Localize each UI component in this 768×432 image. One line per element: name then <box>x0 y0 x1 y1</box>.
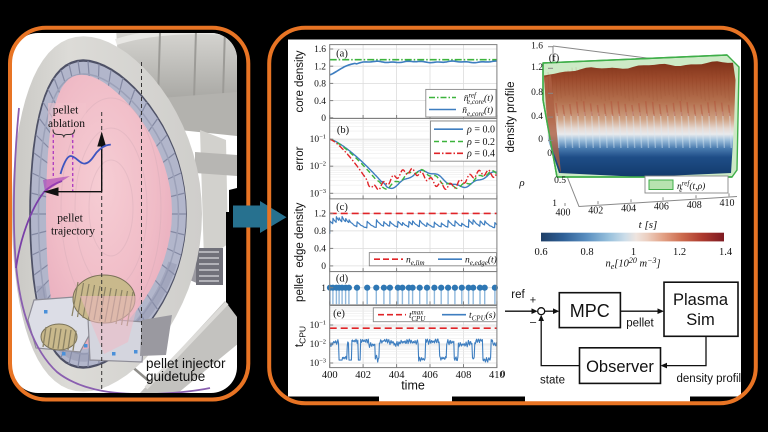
svg-text:10−3: 10−3 <box>310 358 326 370</box>
svg-text:410: 410 <box>720 198 735 209</box>
svg-text:402: 402 <box>355 370 371 381</box>
svg-text:10−2: 10−2 <box>310 161 326 173</box>
svg-text:1.2: 1.2 <box>673 247 686 258</box>
svg-text:Plasma: Plasma <box>673 291 729 309</box>
svg-text:0: 0 <box>501 370 506 380</box>
svg-text:MPC: MPC <box>570 301 610 321</box>
svg-text:error: error <box>294 146 306 170</box>
svg-text:pellet: pellet <box>57 213 83 225</box>
svg-text:400: 400 <box>322 370 338 381</box>
svg-text:0.8: 0.8 <box>314 227 326 237</box>
svg-text:density profile: density profile <box>505 82 517 153</box>
svg-text:0: 0 <box>321 114 326 124</box>
svg-text:1.6: 1.6 <box>531 42 543 52</box>
svg-text:404: 404 <box>621 204 636 215</box>
svg-text:1.2: 1.2 <box>314 210 326 220</box>
svg-text:ρ = 0.2: ρ = 0.2 <box>466 137 495 148</box>
svg-text:1.6: 1.6 <box>314 45 326 55</box>
svg-text:0.4: 0.4 <box>531 112 543 122</box>
svg-text:406: 406 <box>422 370 438 381</box>
svg-text:(a): (a) <box>336 49 348 60</box>
svg-text:10−1: 10−1 <box>310 320 326 332</box>
svg-text:10−2: 10−2 <box>310 339 326 351</box>
svg-text:404: 404 <box>389 370 406 381</box>
svg-text:–: – <box>530 317 537 329</box>
svg-text:0.5: 0.5 <box>554 176 566 186</box>
svg-text:1.2: 1.2 <box>531 63 543 73</box>
svg-text:ref: ref <box>511 289 525 301</box>
svg-text:406: 406 <box>654 202 669 213</box>
svg-text:0: 0 <box>321 262 326 272</box>
svg-text:1.4: 1.4 <box>719 247 733 258</box>
svg-text:edge density: edge density <box>294 202 306 267</box>
svg-text:0.8: 0.8 <box>314 80 326 90</box>
svg-text:ρ = 0.0: ρ = 0.0 <box>466 125 495 136</box>
svg-text:(d): (d) <box>336 274 349 285</box>
svg-text:0.8: 0.8 <box>531 88 543 98</box>
svg-text:pellet: pellet <box>53 105 79 117</box>
svg-text:ρ: ρ <box>518 177 524 189</box>
svg-text:0: 0 <box>538 135 543 145</box>
svg-text:400: 400 <box>556 208 571 219</box>
svg-text:0.4: 0.4 <box>314 97 326 107</box>
svg-text:ne[1020 m−3]: ne[1020 m−3] <box>605 256 660 271</box>
svg-text:402: 402 <box>588 206 603 217</box>
svg-text:guidetube: guidetube <box>146 369 205 384</box>
svg-text:10−1: 10−1 <box>310 134 326 146</box>
svg-text:1: 1 <box>631 247 636 258</box>
svg-text:state: state <box>540 375 565 387</box>
svg-text:10−3: 10−3 <box>310 188 326 200</box>
svg-text:(f): (f) <box>549 53 560 64</box>
svg-text:trajectory: trajectory <box>51 226 95 238</box>
svg-text:0: 0 <box>547 149 552 159</box>
svg-text:Observer: Observer <box>586 358 654 376</box>
svg-text:408: 408 <box>687 200 702 211</box>
svg-text:(e): (e) <box>333 309 345 320</box>
svg-text:pellet: pellet <box>294 274 306 302</box>
svg-text:0.4: 0.4 <box>314 245 326 255</box>
svg-text:1: 1 <box>321 284 326 294</box>
svg-text:ablation: ablation <box>48 118 85 130</box>
svg-text:time: time <box>401 379 425 393</box>
svg-text:tCPU: tCPU <box>294 326 308 347</box>
svg-text:t [s]: t [s] <box>639 219 658 231</box>
svg-text:ne,lim: ne,lim <box>406 256 425 268</box>
svg-text:Sim: Sim <box>686 311 714 329</box>
svg-text:+: + <box>530 295 536 307</box>
svg-text:(b): (b) <box>337 125 350 136</box>
svg-text:core density: core density <box>294 50 306 112</box>
svg-text:density profile: density profile <box>677 373 748 385</box>
svg-text:ρ = 0.4: ρ = 0.4 <box>466 149 495 160</box>
svg-text:0.6: 0.6 <box>534 247 547 258</box>
svg-text:1: 1 <box>552 199 557 209</box>
svg-text:410: 410 <box>489 370 505 381</box>
svg-text:1.2: 1.2 <box>314 62 326 72</box>
svg-text:408: 408 <box>456 370 472 381</box>
svg-text:pellet: pellet <box>626 318 654 330</box>
svg-text:0.8: 0.8 <box>580 247 593 258</box>
svg-text:pellet injector: pellet injector <box>146 356 226 371</box>
svg-text:(c): (c) <box>336 202 348 213</box>
